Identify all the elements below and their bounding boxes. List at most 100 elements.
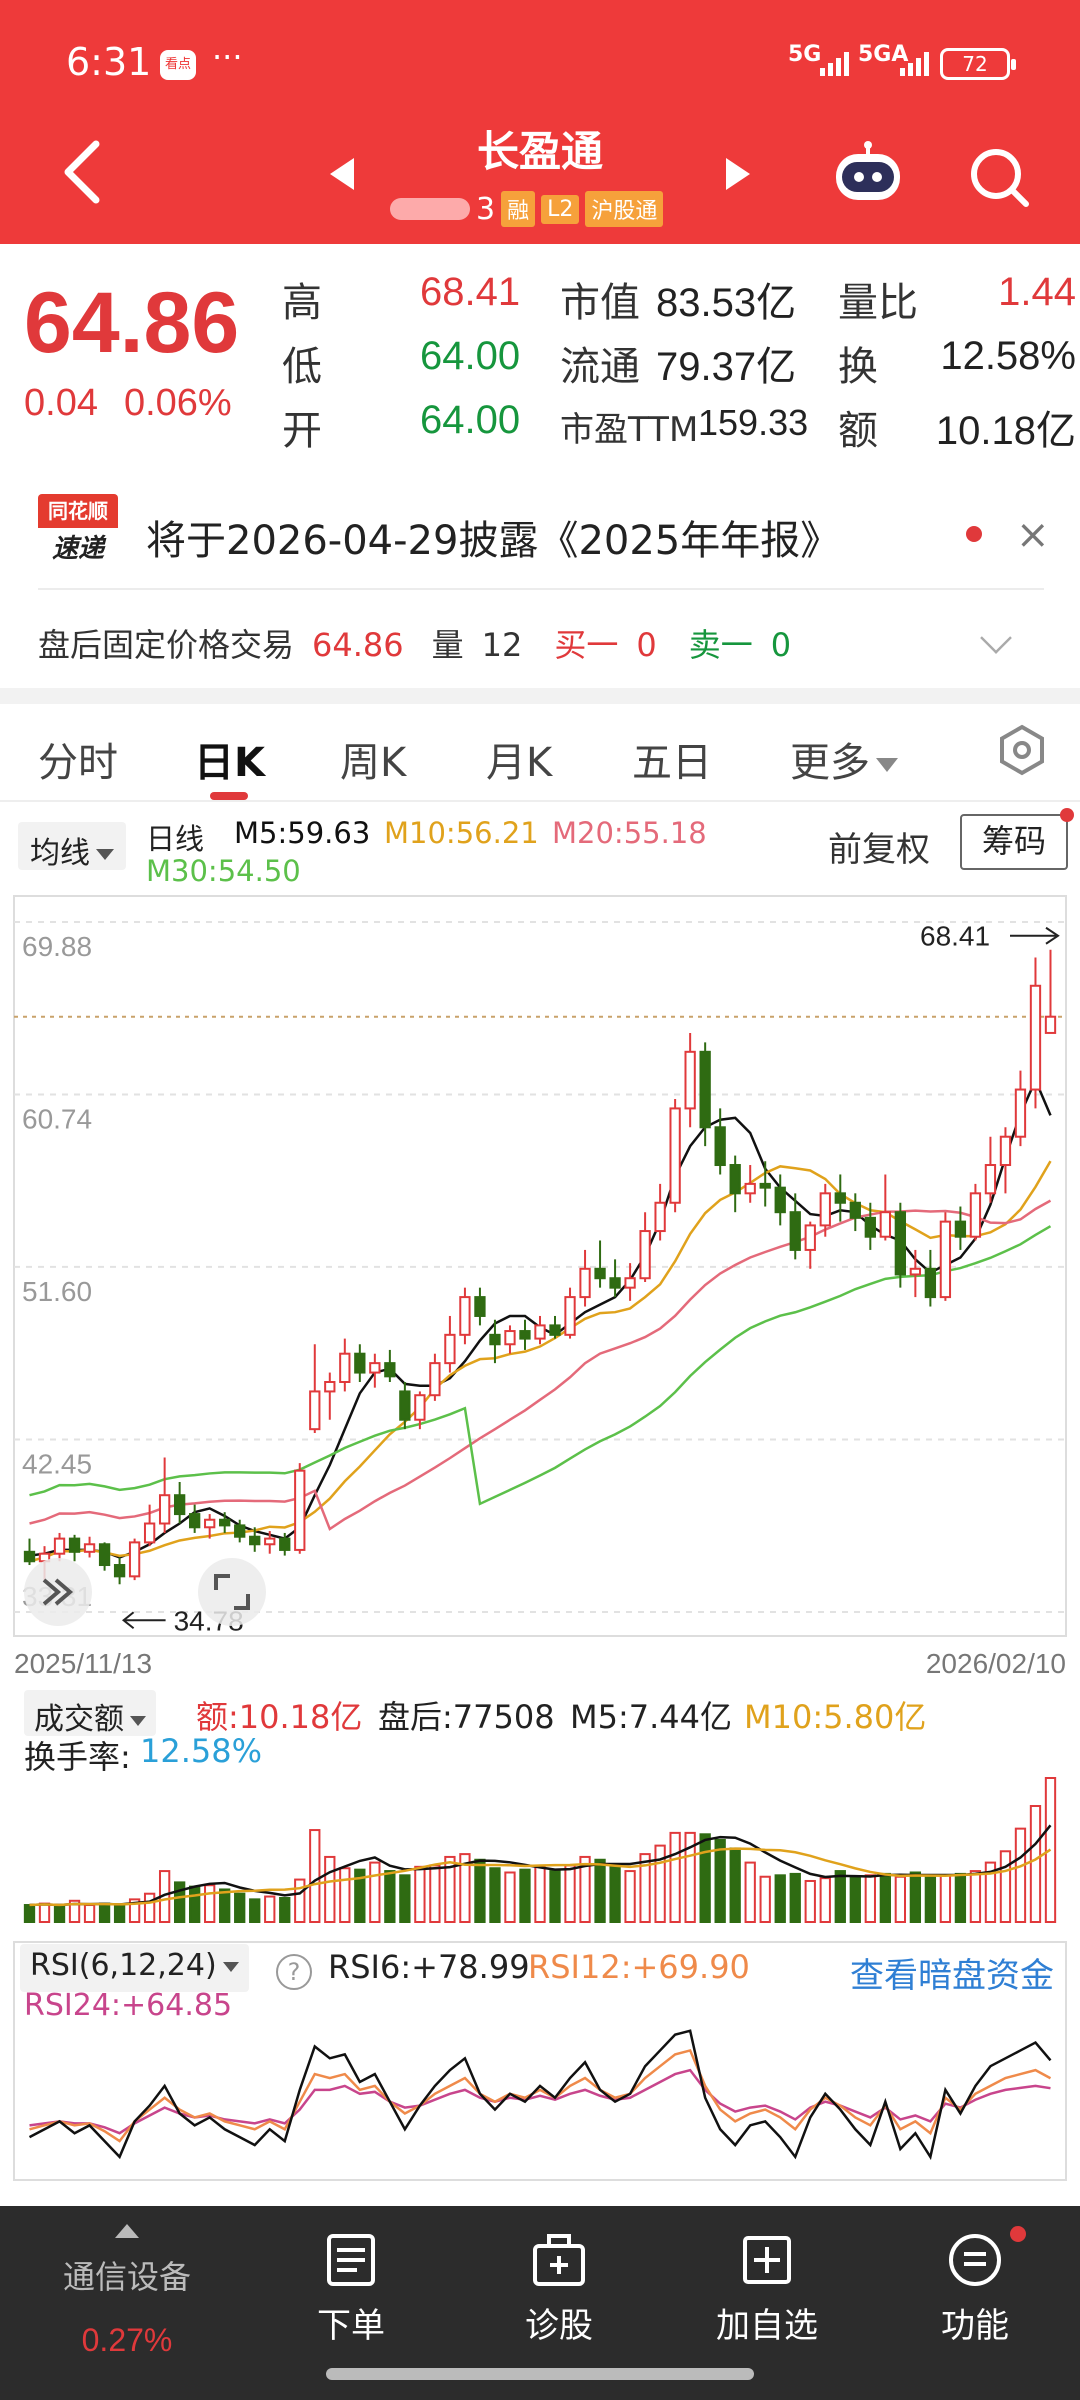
volume-bar — [204, 1884, 216, 1923]
dark-pool-funds-link[interactable]: 查看暗盘资金 — [850, 1956, 1054, 1996]
candle — [699, 1042, 711, 1147]
volume-bar — [279, 1896, 291, 1924]
candle — [113, 1557, 126, 1585]
close-notice-button[interactable]: × — [1016, 512, 1050, 558]
candle — [264, 1531, 276, 1554]
tab-five-day[interactable]: 五日 — [632, 740, 712, 786]
volume-bar — [294, 1878, 306, 1923]
volume-bar — [429, 1864, 441, 1923]
candle — [429, 1353, 441, 1401]
unread-dot — [966, 526, 982, 542]
price-adjust-toggle[interactable]: 前复权 — [828, 830, 930, 870]
candle-body — [143, 1522, 156, 1544]
rsi6-legend: RSI6:+78.99 — [328, 1948, 530, 1986]
back-arrow-icon[interactable] — [60, 140, 104, 204]
rsi-indicator-selector[interactable]: RSI(6,12,24) — [20, 1944, 249, 1992]
settings-hexagon-icon[interactable] — [996, 724, 1048, 776]
volume-bar — [594, 1858, 606, 1923]
search-icon[interactable] — [968, 146, 1032, 210]
candle — [729, 1155, 741, 1213]
candle — [969, 1183, 982, 1241]
candle — [549, 1315, 561, 1339]
volume-bar — [969, 1870, 982, 1923]
candle — [83, 1536, 96, 1558]
tab-monthly-k[interactable]: 月K — [486, 740, 553, 786]
candle — [204, 1514, 216, 1539]
candle — [68, 1534, 81, 1562]
candle — [339, 1338, 351, 1392]
candle-body — [774, 1186, 786, 1214]
pe-value: 159.33 — [698, 402, 809, 443]
max-arrow-head — [1045, 926, 1060, 945]
candle-body — [954, 1220, 967, 1238]
volume-indicator-selector[interactable]: 成交额 — [24, 1690, 156, 1737]
candle-body — [804, 1224, 816, 1251]
nav-diagnose[interactable]: 诊股 — [484, 2232, 634, 2347]
status-time: 6:31 — [66, 40, 152, 84]
sector-indicator[interactable]: 通信设备 0.27% — [52, 2224, 202, 2359]
candle-body — [53, 1537, 66, 1555]
diagnose-kit-icon — [533, 2234, 585, 2286]
after-hours-volume: 盘后:77508 — [378, 1698, 555, 1736]
volume-chart[interactable] — [0, 1770, 1080, 1930]
vol-ratio-label: 量比 — [838, 280, 918, 326]
tab-weekly-k[interactable]: 周K — [340, 740, 407, 786]
nav-functions[interactable]: 功能 — [900, 2232, 1050, 2347]
nav-order-label: 下单 — [317, 2306, 385, 2346]
candle — [594, 1240, 606, 1288]
after-hours-vol-label: 量 — [431, 626, 464, 664]
volume-bar — [309, 1829, 321, 1923]
ma-selector-label: 均线 — [30, 836, 90, 871]
candle-body — [789, 1211, 801, 1251]
volume-bar — [534, 1865, 546, 1924]
candle-body — [23, 1550, 36, 1563]
volume-bar — [369, 1861, 381, 1924]
candle-body — [714, 1126, 726, 1167]
candle-body — [384, 1362, 396, 1378]
m30-line — [29, 1225, 1052, 1506]
ai-robot-icon[interactable] — [832, 140, 904, 204]
candle — [23, 1538, 36, 1566]
candle-body — [68, 1537, 81, 1553]
fullscreen-button[interactable] — [198, 1558, 266, 1626]
volume-m5: M5:7.44亿 — [570, 1698, 733, 1736]
chart-start-date: 2025/11/13 — [14, 1648, 153, 1679]
help-question-icon[interactable]: ? — [276, 1954, 312, 1990]
tab-intraday[interactable]: 分时 — [38, 740, 118, 786]
chip-distribution-button[interactable]: 筹码 — [960, 814, 1068, 870]
fullscreen-icon — [214, 1574, 250, 1610]
volume-bar — [924, 1875, 937, 1923]
candle-body — [1029, 984, 1042, 1091]
expand-chevron-icon[interactable] — [980, 622, 1012, 654]
volume-bar — [173, 1881, 186, 1923]
candle-body — [189, 1513, 201, 1529]
tab-daily-k[interactable]: 日K — [194, 740, 265, 786]
volume-bar — [249, 1898, 261, 1923]
candle-body — [684, 1050, 696, 1110]
nav-order[interactable]: 下单 — [276, 2232, 426, 2347]
volume-bar — [774, 1874, 786, 1923]
volume-bar — [684, 1831, 696, 1923]
tab-more[interactable]: 更多 — [790, 730, 898, 788]
next-stock-icon[interactable] — [726, 158, 750, 190]
candle-body — [534, 1324, 546, 1340]
report-notice[interactable]: 同花顺 速递 将于2026-04-29披露《2025年年报》 — [0, 480, 1080, 584]
candle — [804, 1221, 816, 1269]
volume-bar — [264, 1895, 276, 1923]
nav-functions-label: 功能 — [941, 2306, 1009, 2346]
candle — [189, 1504, 201, 1533]
battery-level: 72 — [962, 52, 988, 76]
candle — [864, 1202, 876, 1250]
y-tick-label: 69.88 — [22, 931, 92, 962]
nav-add-watchlist[interactable]: 加自选 — [692, 2232, 842, 2347]
double-chevron-icon — [42, 1578, 74, 1606]
after-hours-trading[interactable]: 盘后固定价格交易 64.86 量 12 买一 0 卖一 0 — [38, 620, 791, 666]
candle-body — [624, 1277, 636, 1289]
candle-body — [1014, 1088, 1027, 1138]
turnover-value: 12.58% — [940, 334, 1076, 378]
ma-selector[interactable]: 均线 — [18, 822, 126, 871]
candle — [459, 1287, 471, 1345]
prev-stock-icon[interactable] — [330, 158, 354, 190]
ths-express-logo: 同花顺 速递 — [38, 494, 118, 566]
